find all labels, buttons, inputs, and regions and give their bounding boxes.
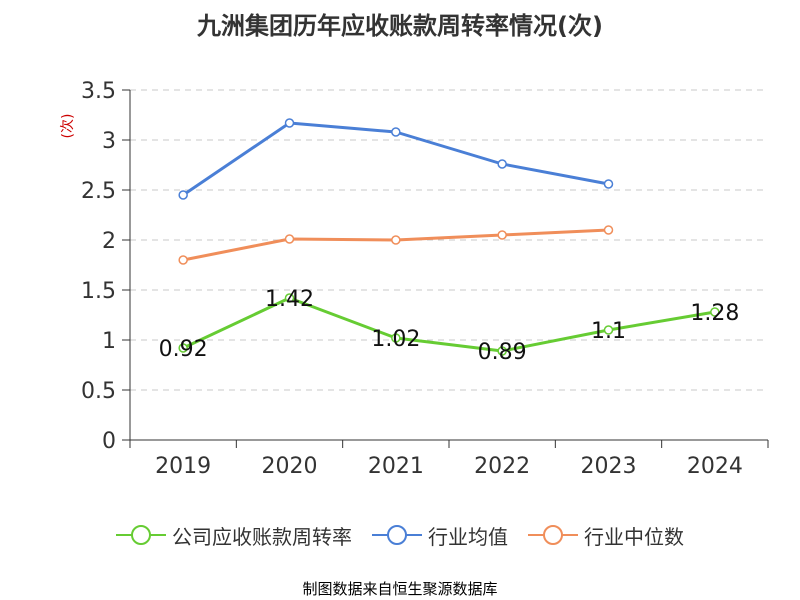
data-point-series-2[interactable]	[178, 255, 188, 265]
series-line-0	[182, 296, 716, 353]
x-tick-label: 2021	[368, 454, 424, 479]
data-point-series-0[interactable]	[710, 307, 720, 317]
legend-item-industry-median[interactable]: 行业中位数	[528, 520, 684, 550]
x-tick-label: 2020	[262, 454, 318, 479]
data-point-series-1[interactable]	[603, 179, 614, 189]
y-axis-label: (次)	[60, 114, 76, 139]
legend-item-company[interactable]: 公司应收账款周转率	[116, 520, 352, 550]
legend-swatch-industry-mean	[372, 525, 422, 545]
data-point-series-2[interactable]	[284, 234, 295, 244]
data-point-series-1[interactable]	[497, 159, 507, 169]
data-point-series-2[interactable]	[391, 235, 401, 245]
y-tick-label: 0	[102, 429, 116, 454]
data-point-series-0[interactable]	[284, 293, 295, 303]
data-label: 1.1	[591, 319, 626, 344]
data-point-series-0[interactable]	[603, 325, 614, 335]
y-tick-label: 3	[102, 129, 116, 154]
legend-label-industry-median: 行业中位数	[584, 524, 684, 549]
data-point-series-1[interactable]	[391, 127, 401, 137]
y-tick-label: 1	[102, 329, 116, 354]
series-line-2	[182, 228, 609, 262]
data-label: 0.89	[478, 340, 527, 365]
legend-swatch-industry-median	[528, 525, 578, 545]
data-label: 1.02	[371, 327, 420, 352]
data-label: 1.28	[690, 301, 739, 326]
legend-swatch-company	[116, 525, 166, 545]
y-tick-label: 2.5	[81, 179, 116, 204]
y-tick-label: 3.5	[81, 79, 116, 104]
data-point-series-0[interactable]	[497, 346, 507, 356]
legend: 公司应收账款周转率 行业均值 行业中位数	[0, 520, 800, 550]
data-point-series-2[interactable]	[497, 230, 507, 240]
data-label: 0.92	[159, 337, 208, 362]
x-tick-label: 2024	[687, 454, 743, 479]
data-point-series-1[interactable]	[178, 190, 188, 200]
data-label: 1.42	[265, 287, 314, 312]
y-tick-label: 1.5	[81, 279, 116, 304]
chart-title: 九洲集团历年应收账款周转率情况(次)	[197, 12, 603, 40]
data-point-series-0[interactable]	[178, 343, 188, 353]
source-note: 制图数据来自恒生聚源数据库	[302, 580, 498, 598]
y-tick-label: 0.5	[81, 379, 116, 404]
legend-item-industry-mean[interactable]: 行业均值	[372, 520, 508, 550]
data-point-series-1[interactable]	[284, 118, 295, 128]
x-tick-label: 2022	[474, 454, 530, 479]
x-tick-label: 2019	[155, 454, 211, 479]
legend-label-industry-mean: 行业均值	[428, 524, 508, 549]
data-point-series-0[interactable]	[391, 333, 401, 343]
x-tick-label: 2023	[581, 454, 637, 479]
data-point-series-2[interactable]	[603, 225, 614, 235]
y-tick-label: 2	[102, 229, 116, 254]
legend-label-company: 公司应收账款周转率	[172, 524, 352, 549]
